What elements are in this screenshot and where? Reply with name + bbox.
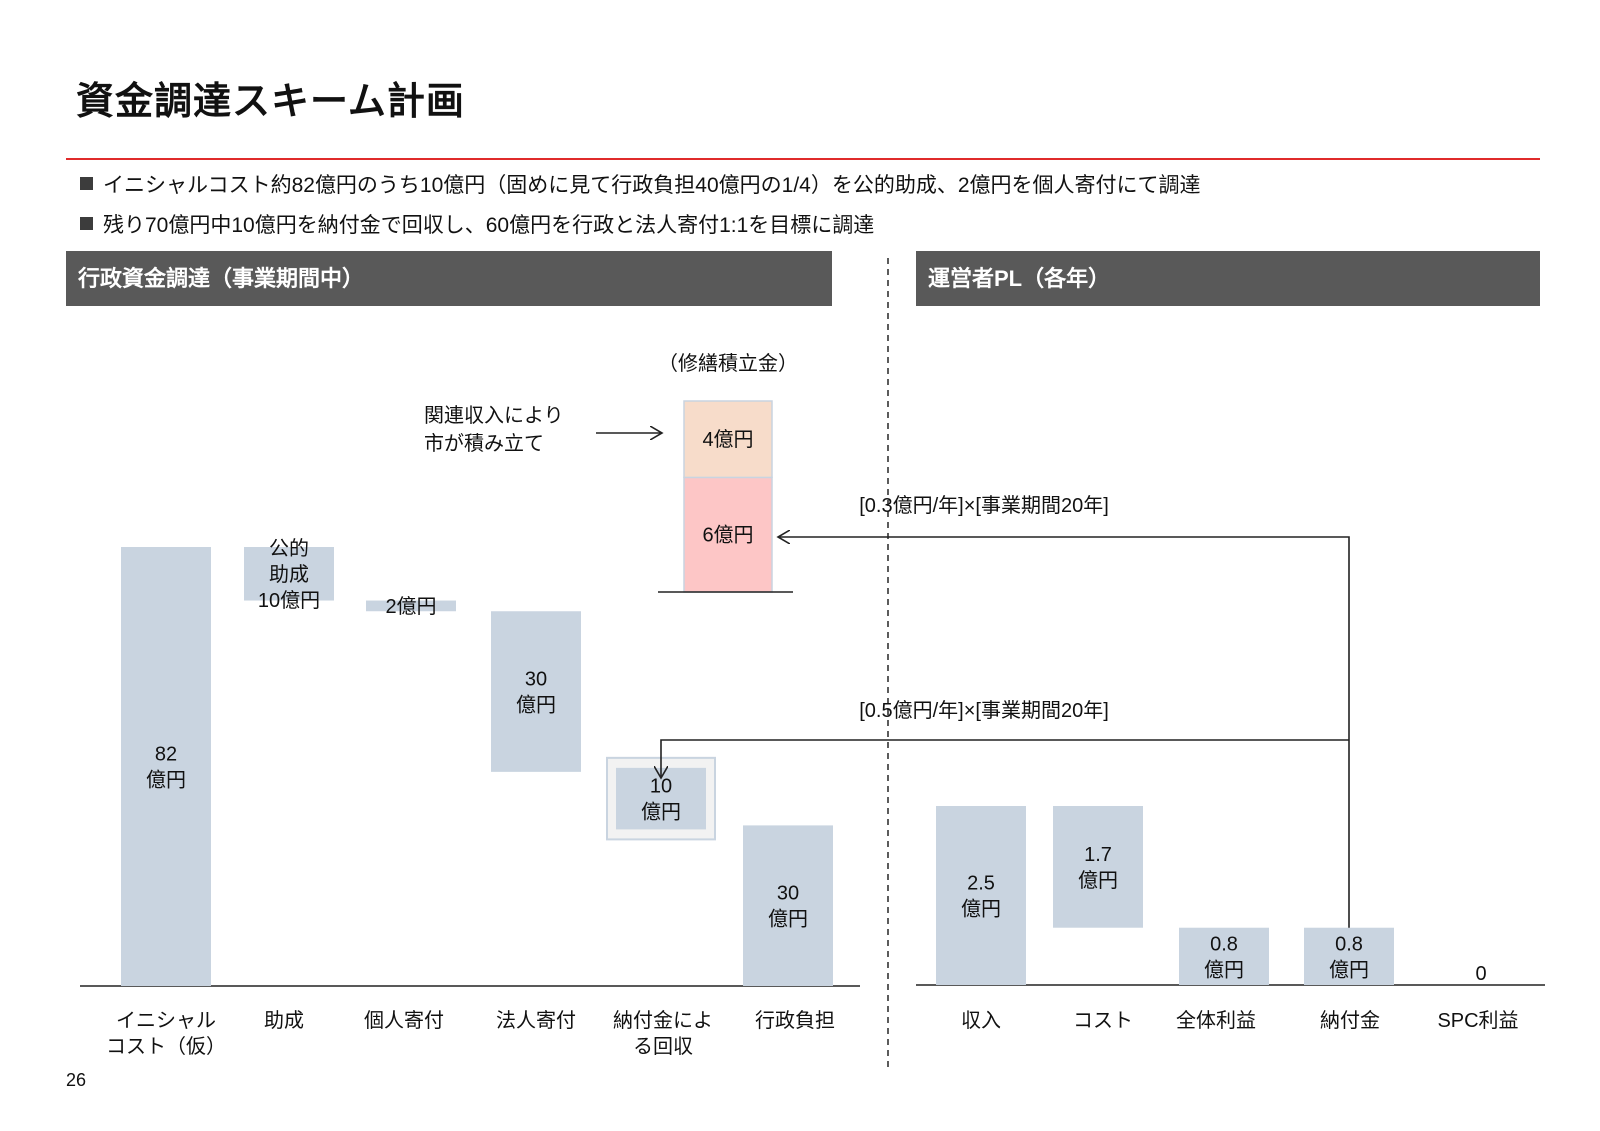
category-tick-label: 個人寄付: [364, 1009, 444, 1032]
data-label: 1.7 億円: [1078, 844, 1118, 892]
square-bullet-icon: [80, 177, 93, 190]
city-note-line2: 市が積み立て: [424, 432, 544, 455]
bullet-text: イニシャルコスト約82億円のうち10億円（固めに見て行政負担40億円の1/4）を…: [103, 174, 1201, 197]
square-bullet-icon: [80, 217, 93, 230]
lower-flow-arrow: [661, 739, 1349, 778]
category-tick-label: 納付金: [1320, 1009, 1380, 1032]
fund-segment-label: 4億円: [702, 428, 753, 451]
category-tick-label: 助成: [264, 1009, 304, 1032]
bar: [743, 825, 833, 986]
category-tick-label: 収入: [961, 1009, 1001, 1032]
category-tick-label: 全体利益: [1176, 1009, 1256, 1032]
data-label: 2.5 億円: [961, 873, 1001, 921]
fund-stack-segment: [683, 476, 773, 593]
bar: [1304, 927, 1394, 985]
lower-flow-label: [0.5億円/年]×[事業期間20年]: [859, 699, 1109, 722]
data-label: 2億円: [385, 595, 436, 618]
category-tick-label: 法人寄付: [496, 1009, 576, 1032]
bar: [936, 806, 1026, 985]
data-label: 82 億円: [146, 744, 186, 792]
upper-flow-arrow: [778, 537, 1350, 928]
category-tick-label: 納付金による回収: [613, 1009, 713, 1058]
bar: [491, 611, 581, 772]
page-number: 26: [66, 1070, 87, 1090]
left-section-header: 行政資金調達（事業期間中）: [66, 251, 832, 306]
page-title: 資金調達スキーム計画: [76, 81, 465, 123]
data-label: 0.8 億円: [1204, 933, 1244, 981]
bar: [244, 547, 334, 601]
data-label: 30 億円: [768, 883, 808, 931]
bar: [1053, 806, 1143, 928]
category-tick-label: 行政負担: [755, 1009, 835, 1032]
bullet-item: 残り70億円中10億円を納付金で回収し、60億円を行政と法人寄付1:1を目標に調…: [80, 212, 874, 240]
data-label: 30 億円: [516, 669, 556, 717]
bullet-text: 残り70億円中10億円を納付金で回収し、60億円を行政と法人寄付1:1を目標に調…: [103, 214, 875, 237]
category-tick-label: イニシャルコスト（仮）: [106, 1010, 226, 1058]
city-note-line1: 関連収入により: [424, 404, 564, 427]
data-label: 公的助成 10億円: [258, 537, 320, 612]
bar: [366, 600, 456, 612]
data-label: 0: [1475, 963, 1486, 985]
data-label: 10 億円: [641, 776, 681, 824]
category-tick-label: SPC利益: [1437, 1009, 1518, 1032]
upper-flow-label: [0.3億円/年]×[事業期間20年]: [859, 494, 1109, 517]
data-label: 0.8 億円: [1329, 933, 1369, 981]
title-divider: [66, 158, 1540, 160]
category-tick-label: コスト: [1073, 1010, 1133, 1032]
right-section-header: 運営者PL（各年）: [916, 251, 1540, 306]
bar: [1179, 927, 1269, 985]
fund-stack-segment: [683, 400, 773, 479]
bar: [121, 547, 211, 986]
fund-segment-label: 6億円: [702, 524, 753, 547]
fund-caption: （修繕積立金）: [658, 352, 798, 375]
bullet-item: イニシャルコスト約82億円のうち10億円（固めに見て行政負担40億円の1/4）を…: [80, 172, 1201, 200]
